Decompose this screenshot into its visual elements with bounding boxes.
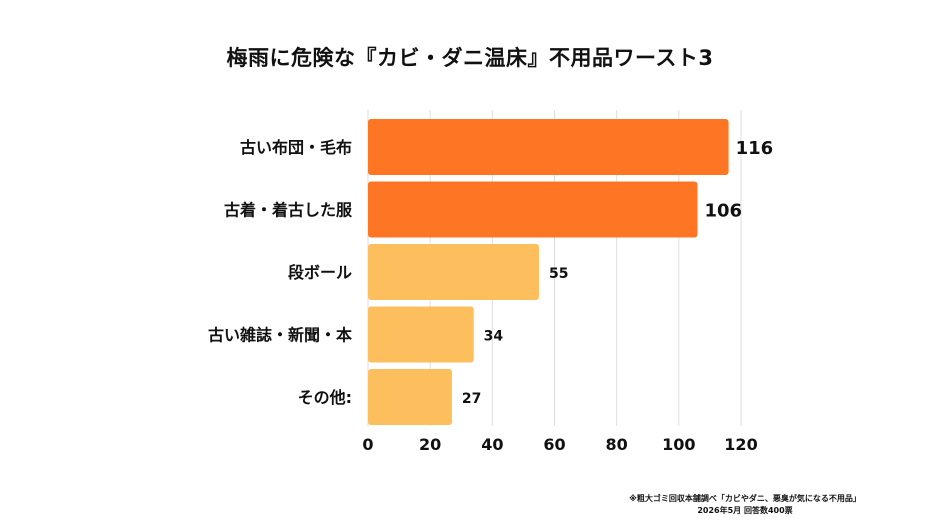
bar — [368, 369, 452, 425]
value-label: 34 — [484, 329, 504, 345]
bar — [368, 306, 474, 363]
x-tick-label: 100 — [662, 435, 695, 454]
x-tick-label: 0 — [362, 435, 373, 454]
source-line-1: ※粗大ゴミ回収本舗調べ「カビやダニ、悪臭が気になる不用品」 — [629, 494, 861, 503]
source-line-2: 2026年5月 回答数400票 — [697, 506, 793, 515]
x-axis-ticks: 0 20 40 60 80 100 120 — [362, 435, 757, 454]
category-label: 古い布団・毛布 — [240, 138, 352, 157]
value-labels: 116 106 55 34 27 — [462, 138, 773, 407]
value-label: 27 — [462, 391, 481, 407]
source-note: ※粗大ゴミ回収本舗調べ「カビやダニ、悪臭が気になる不用品」 2026年5月 回答… — [600, 493, 890, 517]
bar — [368, 119, 729, 175]
category-label: 段ボール — [288, 263, 352, 282]
x-tick-label: 20 — [419, 435, 441, 454]
category-label: 古い雑誌・新聞・本 — [208, 326, 352, 345]
bars — [368, 119, 729, 425]
x-tick-label: 80 — [606, 435, 628, 454]
value-label: 116 — [736, 138, 774, 159]
value-label: 106 — [704, 201, 742, 222]
x-tick-label: 60 — [543, 435, 565, 454]
bar — [368, 244, 539, 300]
category-label: 古着・着古した服 — [224, 201, 353, 220]
x-tick-label: 120 — [724, 435, 757, 454]
chart-title: 梅雨に危険な『カビ・ダニ温床』不用品ワースト3 — [226, 46, 714, 70]
bar — [368, 181, 698, 238]
value-label: 55 — [549, 266, 568, 282]
category-label: その他: — [298, 388, 352, 407]
x-tick-label: 40 — [481, 435, 503, 454]
